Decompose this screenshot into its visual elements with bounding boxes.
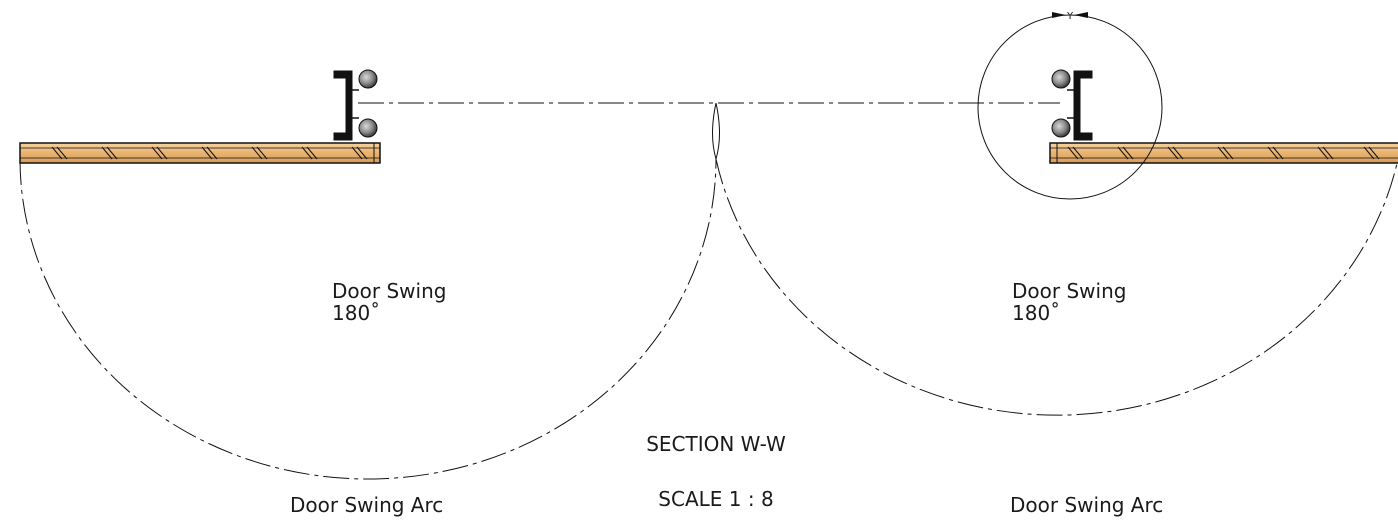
left-door-angle-label: 180˚ [332, 301, 380, 325]
left-door-swing-label: Door Swing [332, 279, 446, 303]
arc-cusp [712, 102, 720, 161]
section-scale: SCALE 1 : 8 [658, 487, 773, 511]
left-door-swing-arc [19, 158, 717, 480]
right-hinge-channel [1051, 69, 1093, 141]
right-door-panel [1049, 142, 1398, 164]
detail-callout-label: Y [1066, 11, 1074, 22]
right-door-arc-label: Door Swing Arc [1010, 493, 1163, 517]
right-door-swing-label: Door Swing [1012, 279, 1126, 303]
left-hinge-channel [333, 69, 378, 141]
section-title: SECTION W-W [646, 432, 786, 456]
left-door-arc-label: Door Swing Arc [290, 493, 443, 517]
detail-callout: Y [977, 11, 1163, 200]
left-door-panel [19, 142, 381, 164]
right-door-angle-label: 180˚ [1012, 301, 1060, 325]
right-door-swing-arc [715, 158, 1398, 416]
